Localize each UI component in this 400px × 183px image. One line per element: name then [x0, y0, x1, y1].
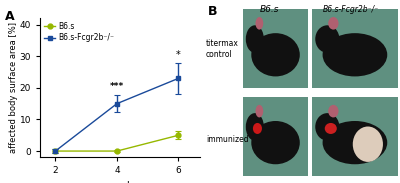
- Ellipse shape: [246, 113, 264, 141]
- Ellipse shape: [253, 123, 262, 134]
- Ellipse shape: [325, 123, 337, 134]
- Text: A: A: [5, 10, 14, 23]
- Ellipse shape: [315, 25, 339, 53]
- Ellipse shape: [328, 105, 338, 117]
- Text: B6.s-Fcgr2b⁻/⁻: B6.s-Fcgr2b⁻/⁻: [323, 5, 379, 14]
- FancyBboxPatch shape: [312, 97, 398, 176]
- Text: immunized: immunized: [206, 135, 248, 144]
- Ellipse shape: [251, 121, 300, 164]
- Ellipse shape: [322, 33, 387, 76]
- Ellipse shape: [251, 33, 300, 76]
- Ellipse shape: [246, 25, 264, 53]
- Ellipse shape: [256, 105, 263, 117]
- Ellipse shape: [315, 113, 339, 141]
- Text: B6.s: B6.s: [260, 5, 280, 14]
- Ellipse shape: [328, 17, 338, 30]
- Text: *: *: [176, 50, 181, 60]
- Legend: B6.s, B6.s-Fcgr2b⁻/⁻: B6.s, B6.s-Fcgr2b⁻/⁻: [44, 22, 114, 42]
- FancyBboxPatch shape: [243, 97, 308, 176]
- Ellipse shape: [256, 17, 263, 30]
- Ellipse shape: [353, 126, 383, 162]
- Text: B: B: [208, 5, 218, 18]
- Text: ***: ***: [110, 82, 124, 91]
- Text: titermax
control: titermax control: [206, 39, 239, 59]
- Ellipse shape: [322, 121, 387, 164]
- Y-axis label: affected body surface area [%]: affected body surface area [%]: [9, 22, 18, 153]
- FancyBboxPatch shape: [243, 9, 308, 88]
- X-axis label: week: week: [107, 181, 133, 183]
- FancyBboxPatch shape: [312, 9, 398, 88]
